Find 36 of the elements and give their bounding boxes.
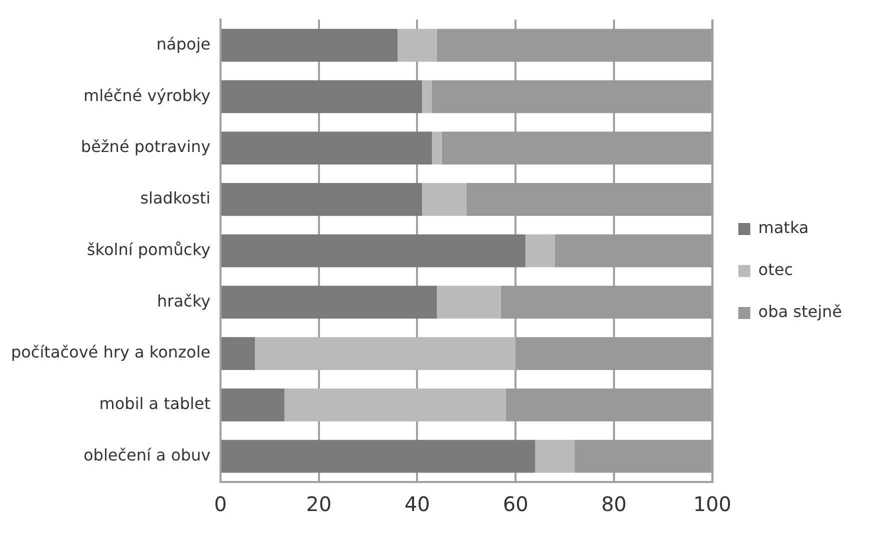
bar	[525, 234, 555, 268]
y-tick-label: školní pomůcky	[86, 240, 210, 259]
legend-label: otec	[758, 260, 793, 280]
y-tick-label: počítačové hry a konzole	[10, 342, 210, 362]
bar	[432, 132, 442, 164]
bar	[222, 286, 437, 319]
bar	[254, 337, 516, 370]
legend-label: oba stejně	[758, 302, 842, 322]
bar	[222, 234, 526, 268]
legend-label: matka	[758, 218, 809, 238]
bar	[436, 286, 501, 319]
bar	[284, 388, 506, 422]
y-tick-label: mobil a tablet	[99, 394, 210, 414]
bar	[222, 132, 432, 164]
bar	[222, 80, 422, 114]
bar	[222, 182, 422, 216]
y-tick-label: oblečení a obuv	[84, 445, 210, 464]
x-tick-label: 20	[306, 492, 332, 516]
y-tick-label: mléčné výrobky	[83, 86, 210, 105]
bar	[398, 28, 437, 62]
bar	[422, 182, 466, 216]
y-tick-label: nápoje	[156, 34, 210, 54]
x-tick-label: 40	[404, 492, 430, 516]
x-tick-label: 80	[601, 492, 627, 516]
bar	[222, 28, 398, 62]
bar	[222, 440, 536, 473]
bar	[222, 388, 284, 422]
x-tick-label: 100	[693, 492, 732, 516]
y-tick-label: hračky	[157, 291, 210, 310]
x-tick-label: 0	[214, 492, 227, 516]
bar	[422, 80, 432, 114]
y-tick-label: sladkosti	[140, 188, 210, 208]
bar	[535, 440, 575, 473]
bar	[222, 337, 255, 370]
y-tick-label: běžné potraviny	[80, 137, 210, 156]
x-tick-label: 60	[502, 492, 528, 516]
